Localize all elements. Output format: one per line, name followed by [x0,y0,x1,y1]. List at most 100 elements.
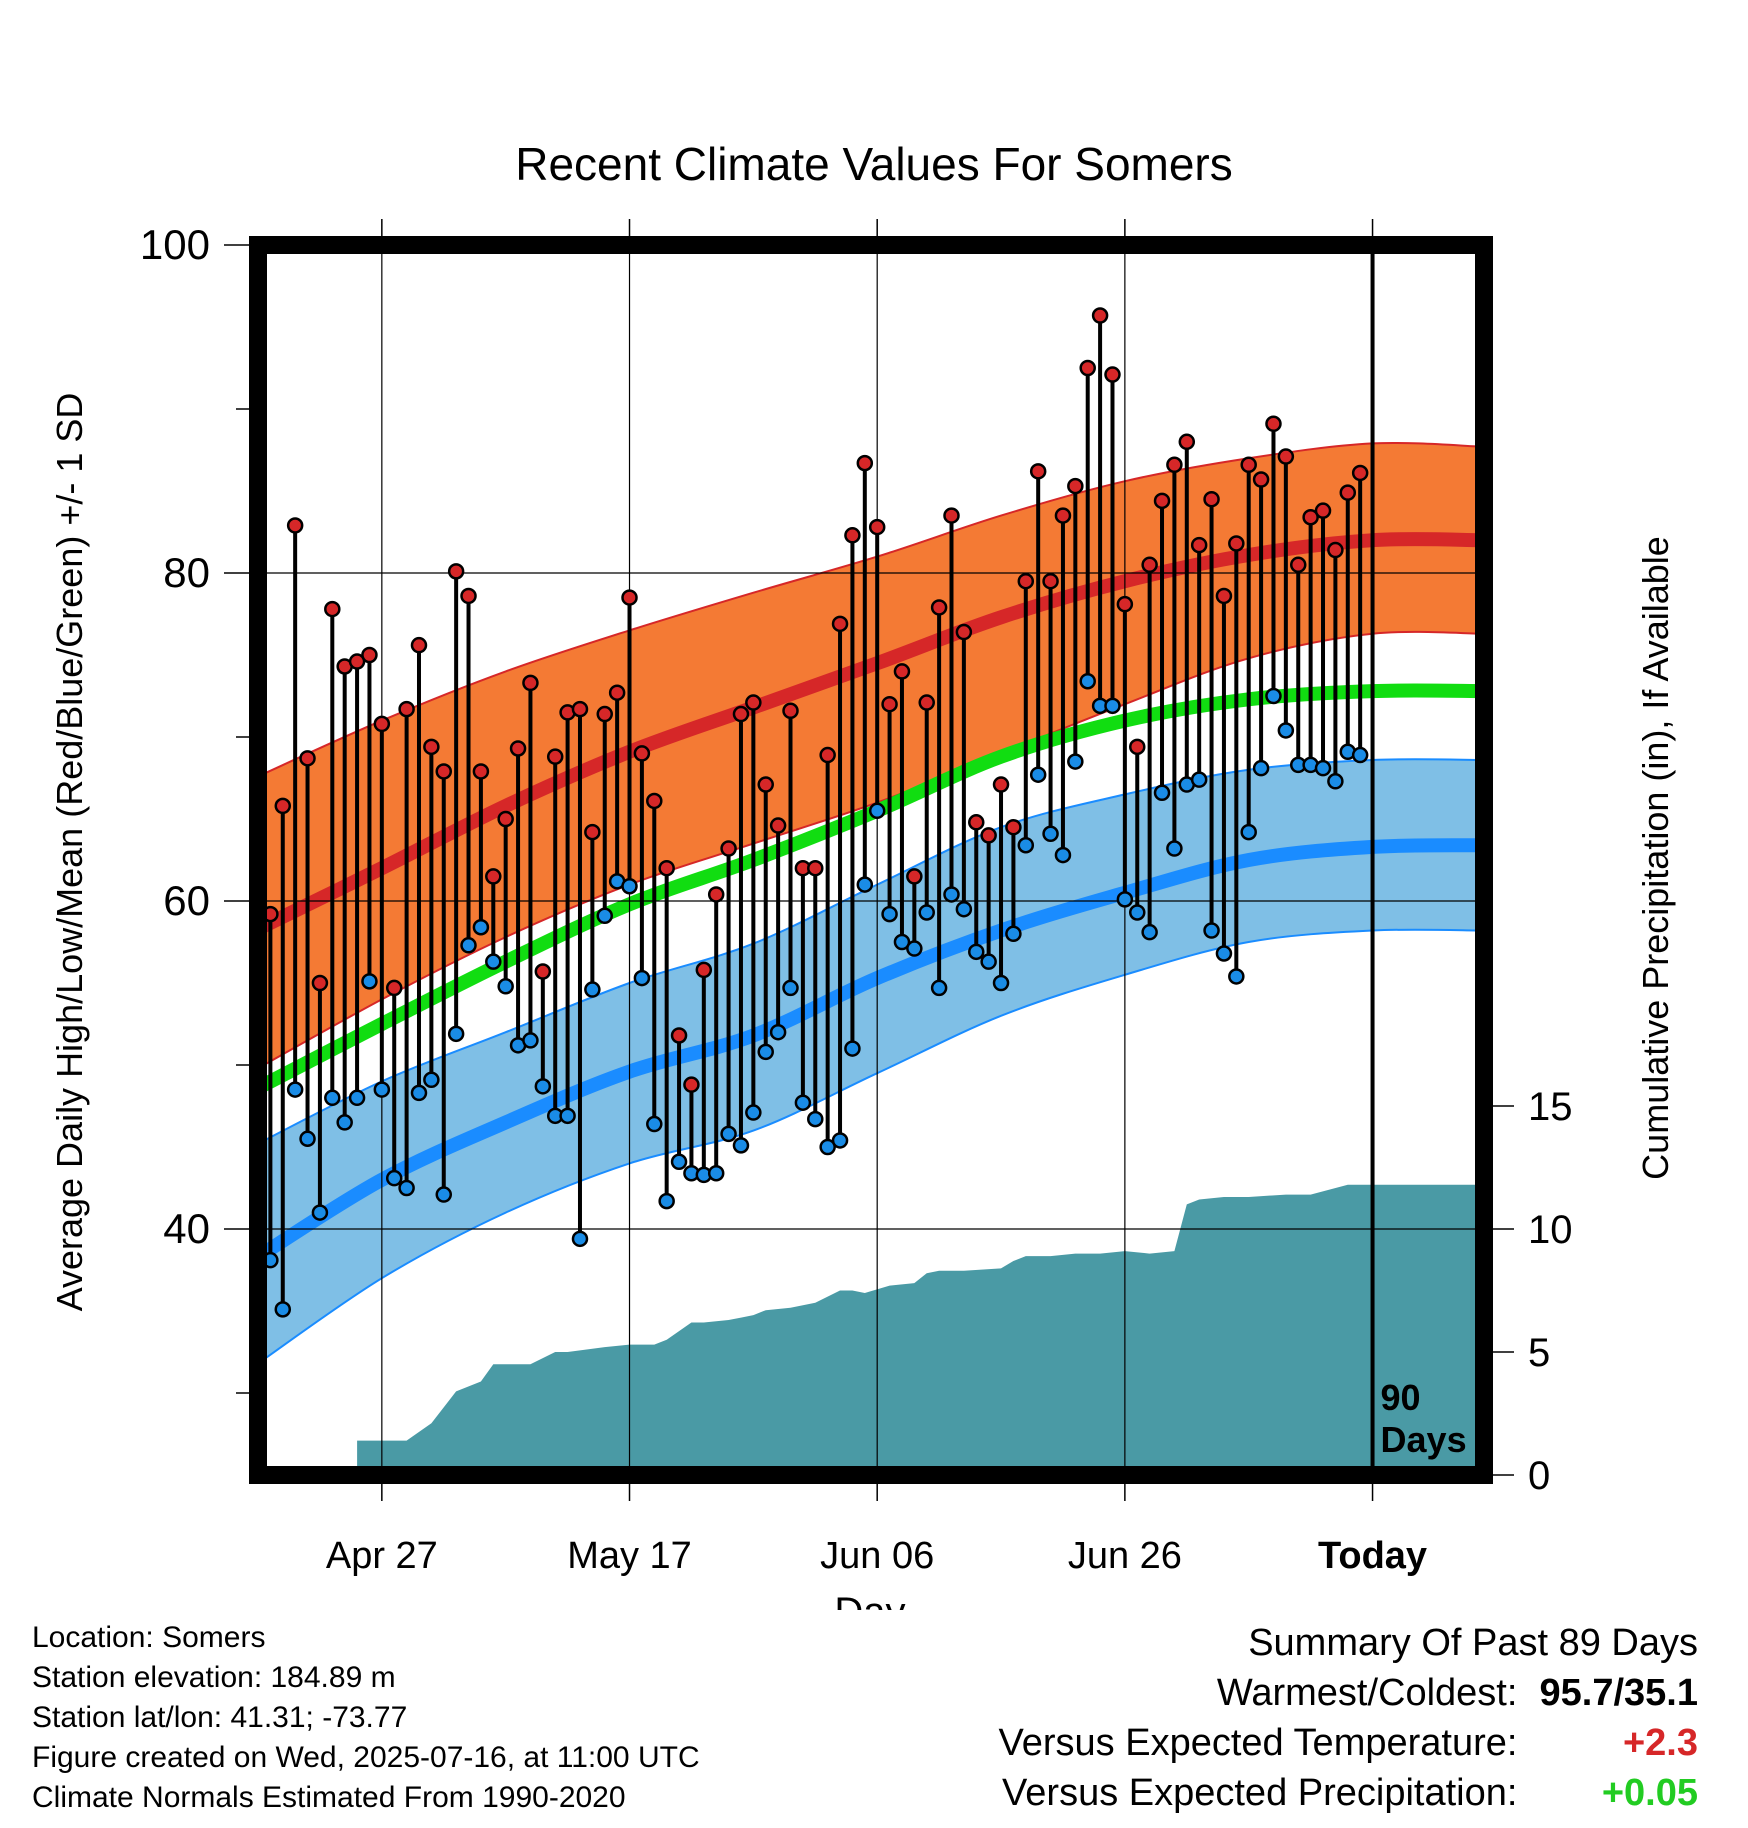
daily-low-point [1116,891,1134,908]
daily-low-point [348,1089,366,1107]
daily-high-point [1005,818,1022,836]
station-info: Location: Somers Station elevation: 184.… [32,1618,700,1818]
info-location: Location: Somers [32,1621,266,1654]
daily-low-point [1067,753,1084,770]
daily-low-point [930,979,948,997]
daily-low-point [435,1186,453,1203]
daily-high-point [1129,738,1146,756]
daily-high-point [868,518,886,536]
daily-low-point [658,1192,675,1210]
x-tick-label: Jun 26 [1068,1535,1182,1577]
daily-low-point [794,1094,812,1111]
daily-low-point [1054,846,1072,864]
daily-high-point [1079,359,1096,377]
daily-high-point [398,700,415,718]
daily-high-point [906,868,923,885]
daily-high-point [720,840,737,857]
daily-high-point [410,636,428,654]
daily-high-point [1042,572,1059,590]
daily-high-point [844,527,861,544]
daily-low-point [385,1169,403,1187]
info-latlon: Station lat/lon: 41.31; -73.77 [32,1701,408,1734]
daily-low-point [868,802,886,820]
daily-high-point [534,963,552,980]
daily-high-point [522,674,539,692]
y-tick-label: 100 [140,221,210,268]
y-axis-label: Average Daily High/Low/Mean (Red/Blue/Gr… [49,393,90,1312]
daily-low-point [423,1071,440,1089]
daily-low-point [819,1138,836,1156]
daily-high-point [324,600,341,618]
daily-low-point [559,1107,576,1125]
daily-low-point [621,877,638,895]
daily-low-point [274,1301,292,1318]
daily-high-point [1054,507,1072,524]
daily-low-point [324,1089,341,1107]
y2-tick-label: 5 [1528,1331,1550,1375]
daily-high-point [918,694,935,711]
daily-low-point [1141,923,1158,941]
daily-high-point [1302,508,1319,526]
daily-high-point [423,738,440,756]
daily-high-point [881,695,898,713]
summary-warmest-row: Warmest/Coldest: 95.7/35.1 [999,1668,1698,1718]
daily-low-point [1203,922,1220,939]
daily-high-point [1141,556,1158,574]
daily-high-point [311,974,329,992]
daily-low-point [844,1040,861,1057]
x-tick-label: Apr 27 [326,1535,438,1577]
daily-low-point [1129,904,1146,921]
daily-high-point [497,810,514,828]
daily-low-point [646,1115,663,1133]
daily-low-point [782,979,799,997]
daily-high-point [1166,456,1183,474]
daily-low-point [460,937,477,954]
daily-high-point [1215,587,1233,605]
daily-low-point [410,1084,428,1102]
daily-low-point [670,1153,688,1171]
daily-high-point [373,715,391,733]
daily-high-point [1190,536,1208,554]
daily-low-point [992,974,1010,992]
daily-low-point [1104,697,1121,715]
daily-low-point [1005,925,1022,943]
daily-high-point [447,563,465,580]
y2-tick-label: 15 [1528,1085,1573,1129]
daily-low-point [1265,687,1282,705]
summary-warmest-label: Warmest/Coldest: [1216,1672,1518,1714]
daily-low-point [1166,840,1183,857]
daily-high-point [509,740,527,757]
daily-high-point [1104,366,1121,383]
y2-axis-label: Cumulative Precipitation (in), If Availa… [1635,536,1676,1180]
daily-high-point [658,859,675,877]
daily-high-point [1203,490,1220,508]
daily-high-point [435,763,453,780]
daily-low-point [831,1132,849,1149]
daily-high-point [633,745,651,762]
daily-high-point [943,507,960,524]
daily-high-point [1240,456,1257,474]
daily-low-point [1079,672,1096,690]
x-axis-label: Day [834,1590,905,1610]
summary-temp-row: Versus Expected Temperature: +2.3 [999,1718,1698,1768]
y2-tick-label: 10 [1528,1208,1573,1252]
info-created: Figure created on Wed, 2025-07-16, at 11… [32,1741,700,1774]
daily-high-point [683,1076,700,1093]
daily-high-point [1314,502,1332,519]
daily-low-point [881,905,898,923]
daily-high-point [1228,535,1245,552]
daily-high-point [1289,556,1307,574]
daily-high-point [707,886,725,903]
daily-high-point [1029,463,1047,480]
summary-warmest-value: 95.7/35.1 [1539,1672,1698,1714]
high-sd-band [258,441,1484,1070]
daily-high-point [472,763,490,780]
daily-low-point [980,953,997,970]
daily-high-point [1017,572,1035,590]
daily-high-point [1116,595,1134,613]
daily-low-point [1240,823,1257,841]
daily-low-point [361,973,378,990]
daily-high-point [769,817,787,834]
